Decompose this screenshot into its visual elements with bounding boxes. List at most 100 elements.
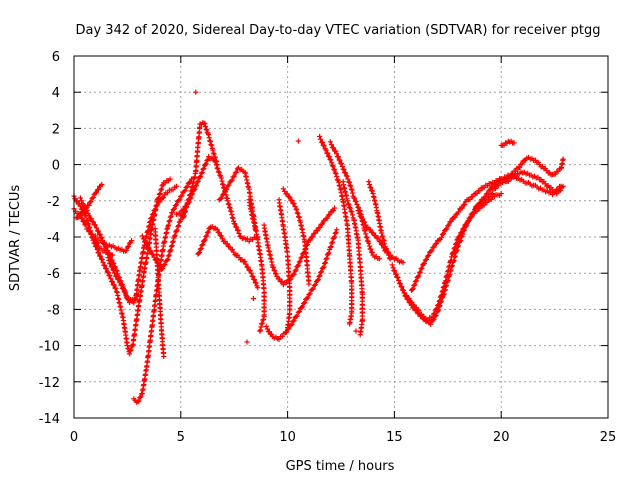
data-point: [192, 186, 198, 192]
data-point: [230, 174, 236, 180]
data-point: [220, 191, 227, 197]
data-point: [182, 188, 188, 194]
data-point: [88, 198, 94, 205]
data-point: [363, 231, 369, 237]
data-point: [298, 304, 305, 311]
data-point: [412, 282, 418, 288]
data-point: [134, 293, 140, 299]
data-point: [435, 302, 441, 309]
data-point: [203, 161, 209, 167]
data-point: [248, 270, 254, 276]
data-point: [392, 268, 398, 274]
data-point: [328, 243, 334, 250]
data-point: [213, 159, 219, 165]
data-point: [191, 187, 197, 193]
data-point: [291, 318, 297, 324]
data-point: [488, 196, 494, 203]
data-point: [413, 305, 419, 311]
data-point: [217, 196, 223, 202]
data-point: [204, 158, 210, 164]
data-point: [453, 240, 459, 246]
data-point: [366, 181, 373, 188]
data-point: [331, 205, 338, 211]
data-point: [334, 177, 341, 183]
data-point: [327, 211, 333, 218]
data-point: [380, 237, 387, 243]
data-point: [400, 259, 406, 265]
data-point: [94, 240, 101, 246]
data-point: [177, 211, 183, 217]
data-point: [377, 239, 384, 245]
data-point: [155, 260, 161, 267]
data-point: [132, 297, 138, 303]
data-point: [109, 279, 116, 285]
data-point: [348, 186, 354, 192]
data-point: [317, 273, 323, 279]
data-point: [207, 138, 213, 144]
data-point: [156, 191, 163, 198]
data-point: [198, 245, 204, 252]
data-point: [179, 193, 185, 199]
data-point: [79, 215, 85, 222]
data-point: [180, 214, 187, 220]
data-point: [216, 169, 222, 175]
data-point: [456, 233, 463, 239]
data-point: [77, 195, 84, 201]
data-point: [333, 171, 339, 177]
data-point: [242, 258, 248, 264]
y-tick-label: -10: [39, 340, 60, 355]
data-point: [165, 223, 171, 229]
data-point: [167, 176, 173, 182]
data-point: [329, 239, 336, 245]
data-point: [202, 162, 208, 168]
data-point: [158, 186, 165, 192]
data-point: [279, 278, 285, 285]
data-point: [215, 166, 221, 172]
data-point: [294, 313, 300, 319]
data-point: [382, 241, 388, 247]
data-point: [310, 286, 316, 292]
data-point: [295, 263, 301, 269]
x-tick-label: 15: [386, 430, 403, 445]
data-point: [102, 263, 108, 269]
data-point: [319, 139, 325, 146]
data-point: [159, 183, 165, 189]
data-point: [90, 219, 96, 225]
data-point: [428, 321, 434, 327]
data-point: [331, 166, 337, 172]
data-point: [484, 199, 490, 205]
data-point: [251, 277, 258, 283]
data-point: [334, 151, 340, 157]
data-point: [253, 280, 259, 286]
data-point: [454, 237, 460, 243]
data-point: [387, 256, 393, 262]
data-point: [153, 203, 160, 209]
data-point: [455, 234, 462, 240]
data-point: [316, 273, 322, 280]
data-point: [92, 222, 98, 228]
data-point: [325, 251, 331, 257]
data-point: [279, 333, 285, 339]
data-point: [196, 250, 202, 256]
data-point: [169, 210, 175, 216]
data-point: [361, 227, 368, 233]
data-point: [202, 237, 208, 243]
data-point: [321, 264, 327, 270]
data-point: [162, 261, 168, 268]
data-point: [203, 234, 209, 240]
data-point: [307, 237, 313, 243]
data-point: [344, 173, 350, 179]
data-point: [349, 187, 355, 193]
data-point: [122, 289, 128, 295]
data-point: [178, 193, 184, 200]
data-point: [334, 227, 340, 233]
data-point: [466, 217, 473, 223]
data-point: [395, 274, 401, 281]
data-point: [366, 179, 372, 185]
data-point: [346, 179, 353, 185]
data-point: [211, 151, 217, 157]
data-point: [146, 245, 152, 251]
data-point: [183, 184, 189, 191]
data-point: [111, 282, 117, 288]
data-point: [342, 170, 349, 176]
